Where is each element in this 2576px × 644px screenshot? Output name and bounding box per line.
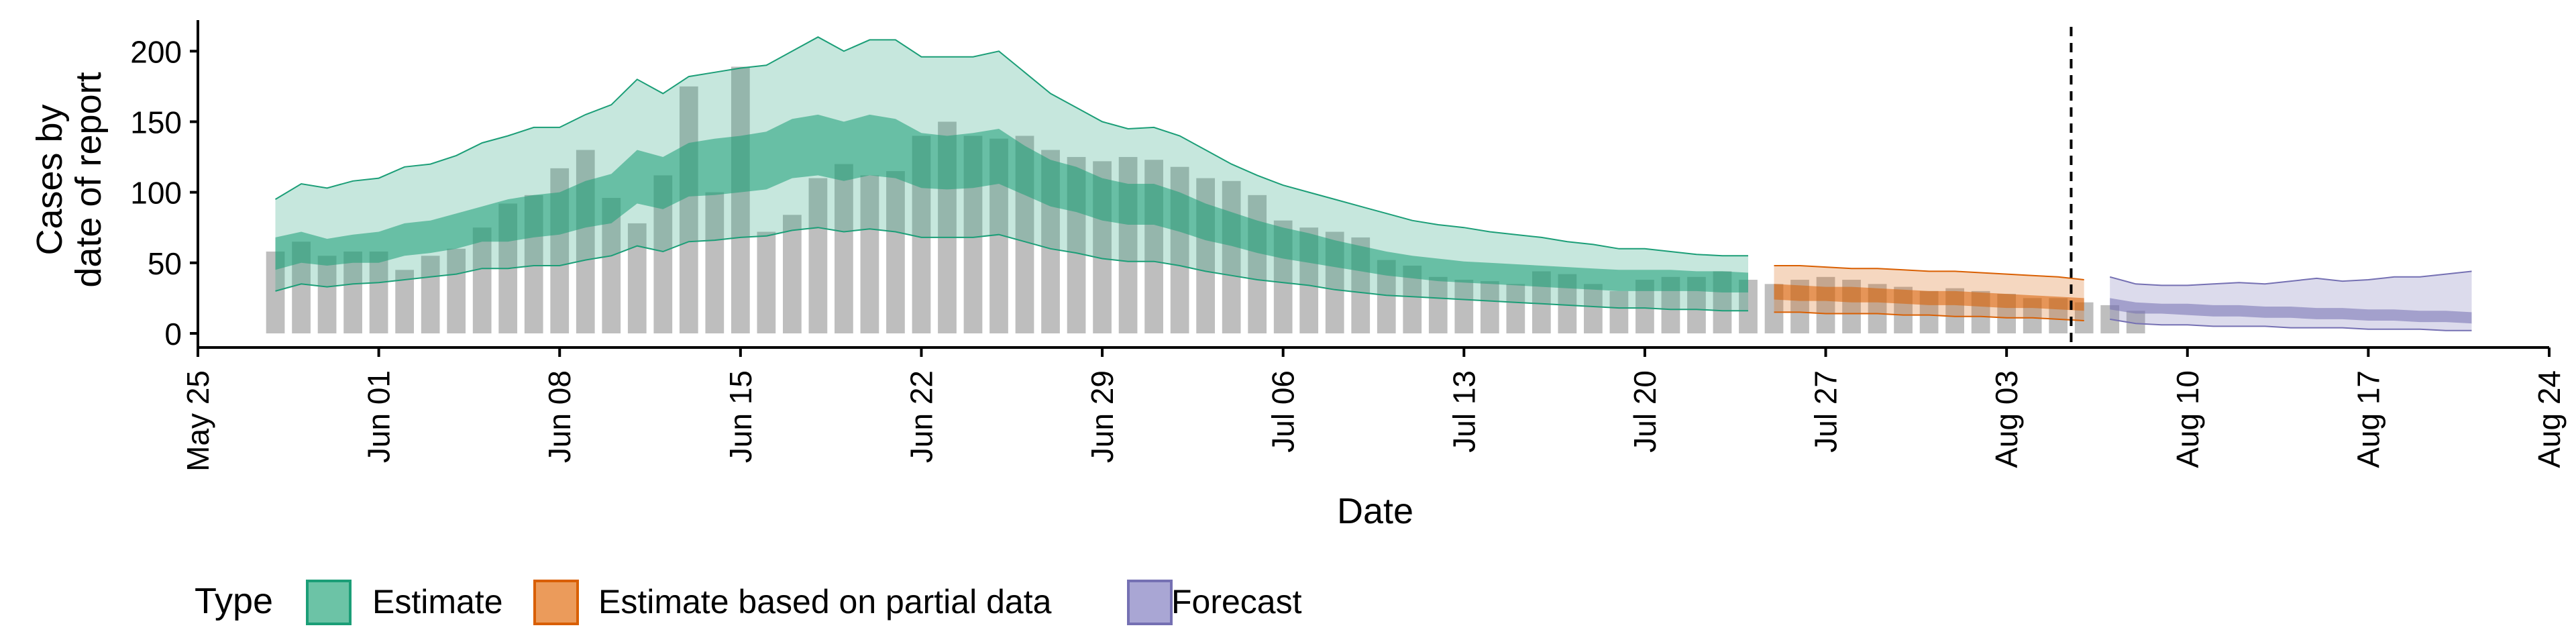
legend-swatch-forecast (1127, 580, 1173, 625)
x-tick-label: Jul 27 (1809, 370, 1843, 453)
x-tick-label: Aug 03 (1989, 370, 2024, 468)
legend: Type Estimate Estimate based on partial … (195, 580, 1302, 625)
reported-cases-bar (886, 171, 905, 333)
reported-cases-bar (705, 192, 724, 333)
x-axis-title: Date (1337, 491, 1413, 531)
y-axis-title-line-1: Cases by (30, 104, 70, 255)
legend-title: Type (195, 581, 273, 621)
ribbon-upper-edge-forecast (2109, 270, 2472, 286)
y-tick-label: 100 (130, 176, 182, 211)
reported-cases-bar (343, 251, 362, 333)
estimate-ribbons (274, 36, 2472, 331)
reported-cases-bar (1248, 195, 1267, 333)
reported-cases-bar (421, 256, 440, 333)
x-tick-label: Jun 01 (362, 370, 396, 463)
x-tick-label: Aug 10 (2170, 370, 2205, 468)
reported-cases-bar (1609, 290, 1629, 333)
x-tick-label: May 25 (180, 370, 215, 472)
x-tick-label: Aug 24 (2532, 370, 2567, 468)
legend-label-forecast: Forecast (1171, 583, 1302, 621)
reported-cases-bar (731, 66, 750, 333)
axes: 0 50 100 150 200 May 25 Jun 01 Jun 08 Jun 15 Jun … (130, 20, 2567, 472)
x-tick-label: Jun 08 (542, 370, 577, 463)
x-tick-label: Aug 17 (2351, 370, 2385, 468)
reported-cases-bar (1222, 180, 1241, 333)
x-tick-label: Jun 29 (1085, 370, 1120, 463)
ribbon-upper-edge-estimate (274, 36, 1748, 257)
legend-swatch-estimate (306, 580, 352, 625)
y-tick-label: 50 (148, 246, 182, 281)
reported-cases-bar (1506, 284, 1525, 333)
reported-cases-bar (447, 248, 466, 333)
x-tick-label: Jun 15 (723, 370, 758, 463)
reported-cases-bar (1584, 284, 1603, 333)
reported-cases-bar (679, 86, 698, 333)
y-axis-title-line-2: date of report (68, 72, 109, 287)
reported-cases-bar (1428, 276, 1448, 333)
x-tick-label: Jul 06 (1266, 370, 1301, 453)
legend-swatch-partial (533, 580, 579, 625)
ribbon-upper-edge-estimate-based-on-partial-data (1774, 265, 2084, 280)
x-tick-label: Jul 20 (1627, 370, 1662, 453)
reported-cases-bar (1480, 281, 1499, 333)
reported-cases-bar (1454, 280, 1474, 333)
reported-cases-bar (472, 227, 492, 333)
y-axis-title: Cases by date of report (30, 72, 109, 287)
x-tick-label: Jul 13 (1446, 370, 1481, 453)
reported-cases-bar (757, 231, 776, 333)
ribbon-lower-edge-estimate (275, 227, 1748, 312)
y-tick-label: 0 (164, 317, 182, 352)
x-tick-label: Jun 22 (904, 370, 938, 463)
ribbon-lower-edge-forecast (2110, 318, 2472, 331)
y-tick-label: 150 (130, 105, 182, 140)
reported-cases-bar (317, 256, 337, 333)
legend-label-partial: Estimate based on partial data (598, 583, 1052, 621)
reported-cases-bar (835, 164, 853, 333)
ribbon-50-estimate (275, 114, 1748, 292)
legend-label-estimate: Estimate (372, 583, 503, 621)
reported-cases-bar (808, 178, 828, 333)
reported-cases-bar (1816, 276, 1835, 333)
reported-cases-bar (627, 223, 647, 333)
ribbon-50-forecast (2110, 298, 2472, 324)
reported-cases-bar (860, 175, 879, 333)
y-tick-label: 200 (130, 34, 182, 69)
reported-cases-bar (783, 215, 802, 333)
reported-cases-bar (369, 251, 388, 333)
ribbon-50-estimate-based-on-partial-data (1774, 284, 2084, 311)
ribbon-lower-edge-estimate-based-on-partial-data (1774, 311, 2084, 321)
